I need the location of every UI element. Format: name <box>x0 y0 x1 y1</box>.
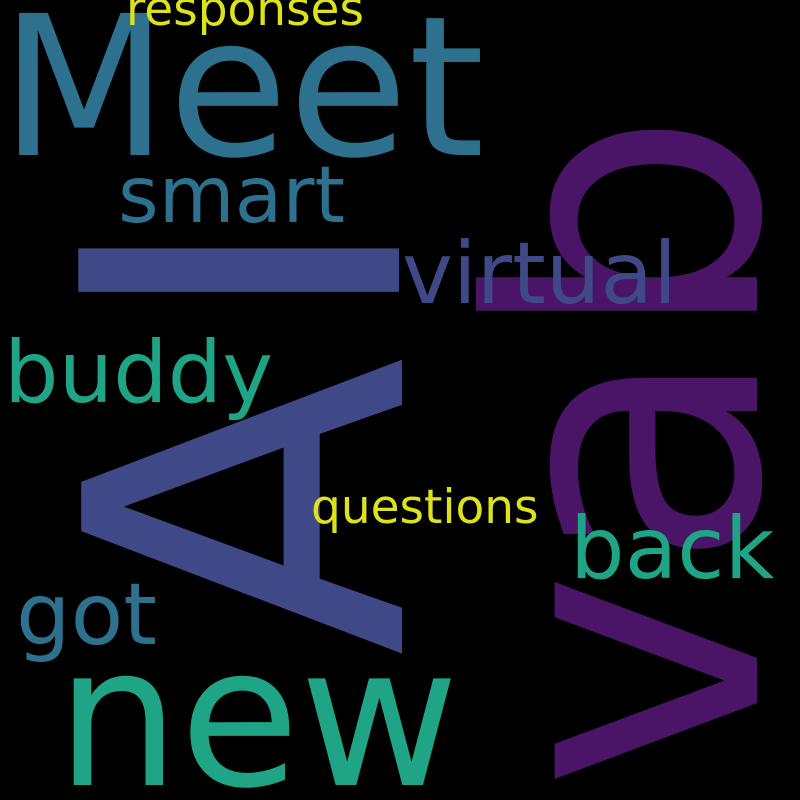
word-meet-text: Meet <box>0 0 485 201</box>
word-responses-text: responses <box>126 0 364 37</box>
word-ai-i-text: I <box>0 205 503 335</box>
word-vab-text: vab <box>415 109 800 790</box>
word-got-text: got <box>16 565 157 665</box>
word-virtual-text: virtual <box>402 224 677 324</box>
word-ai-a-text: A <box>0 355 506 658</box>
word-new-text: new <box>56 604 459 800</box>
word-questions-text: questions <box>311 480 539 535</box>
word-buddy-text: buddy <box>4 323 273 423</box>
word-smart-text: smart <box>118 151 345 241</box>
word-back-text: back <box>570 499 775 599</box>
